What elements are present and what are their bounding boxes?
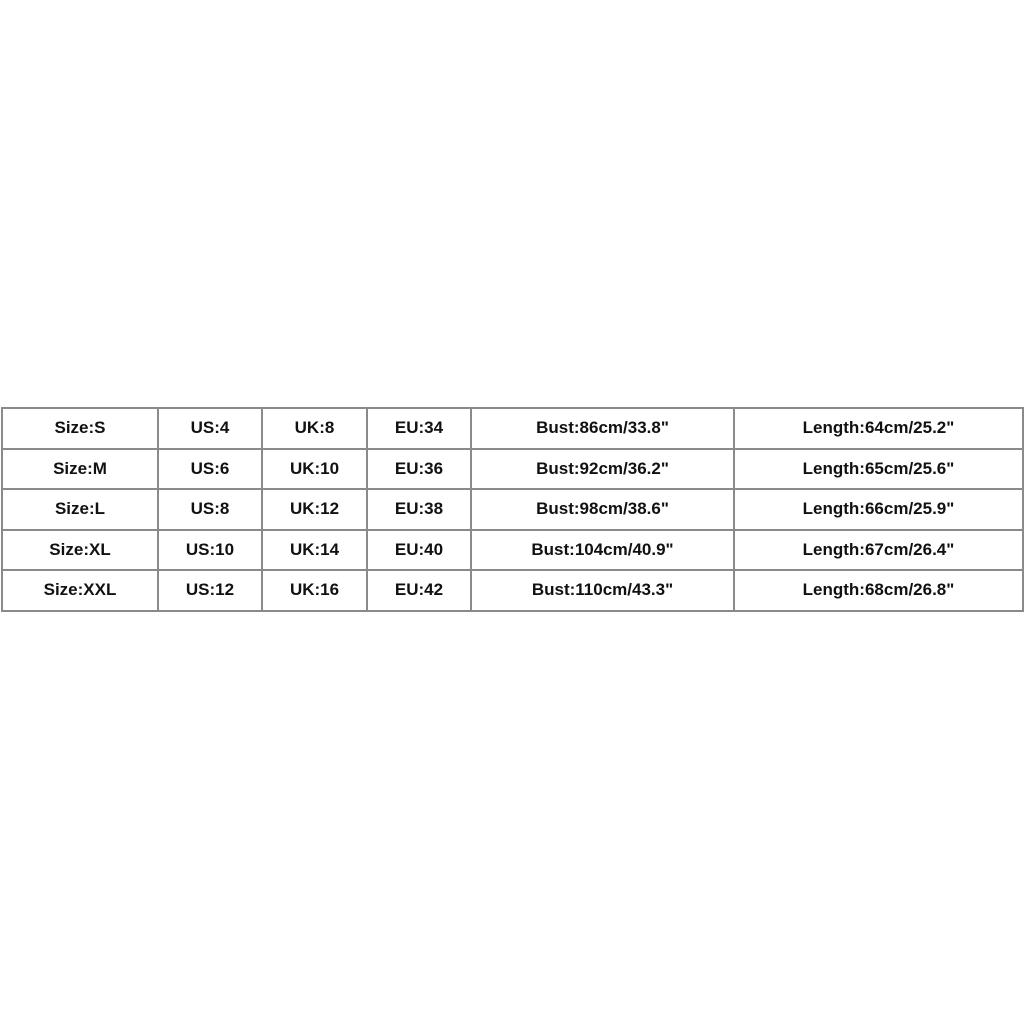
table-row: Size:S US:4 UK:8 EU:34 Bust:86cm/33.8" Length… <box>1 407 1024 450</box>
length-cell: Length:66cm/25.9" <box>733 488 1024 531</box>
uk-size-cell: UK:8 <box>261 407 368 450</box>
eu-size-cell: EU:42 <box>366 569 472 612</box>
uk-size-cell: UK:12 <box>261 488 368 531</box>
eu-size-cell: EU:36 <box>366 447 472 490</box>
size-cell: Size:L <box>1 488 159 531</box>
table-row: Size:XL US:10 UK:14 EU:40 Bust:104cm/40.9" Le… <box>1 528 1024 571</box>
length-cell: Length:68cm/26.8" <box>733 569 1024 612</box>
bust-cell: Bust:86cm/33.8" <box>470 407 735 450</box>
size-chart-table: Size:S US:4 UK:8 EU:34 Bust:86cm/33.8" Length… <box>1 407 1024 612</box>
us-size-cell: US:8 <box>157 488 263 531</box>
table-row: Size:M US:6 UK:10 EU:36 Bust:92cm/36.2" Lengt… <box>1 447 1024 490</box>
size-cell: Size:S <box>1 407 159 450</box>
bust-cell: Bust:98cm/38.6" <box>470 488 735 531</box>
length-cell: Length:64cm/25.2" <box>733 407 1024 450</box>
us-size-cell: US:10 <box>157 528 263 571</box>
length-cell: Length:67cm/26.4" <box>733 528 1024 571</box>
size-cell: Size:M <box>1 447 159 490</box>
uk-size-cell: UK:16 <box>261 569 368 612</box>
bust-cell: Bust:92cm/36.2" <box>470 447 735 490</box>
table-row: Size:XXL US:12 UK:16 EU:42 Bust:110cm/43.3" L… <box>1 569 1024 612</box>
us-size-cell: US:6 <box>157 447 263 490</box>
uk-size-cell: UK:14 <box>261 528 368 571</box>
size-cell: Size:XXL <box>1 569 159 612</box>
us-size-cell: US:12 <box>157 569 263 612</box>
eu-size-cell: EU:34 <box>366 407 472 450</box>
size-cell: Size:XL <box>1 528 159 571</box>
uk-size-cell: UK:10 <box>261 447 368 490</box>
table-row: Size:L US:8 UK:12 EU:38 Bust:98cm/38.6" Lengt… <box>1 488 1024 531</box>
bust-cell: Bust:104cm/40.9" <box>470 528 735 571</box>
eu-size-cell: EU:38 <box>366 488 472 531</box>
bust-cell: Bust:110cm/43.3" <box>470 569 735 612</box>
length-cell: Length:65cm/25.6" <box>733 447 1024 490</box>
us-size-cell: US:4 <box>157 407 263 450</box>
eu-size-cell: EU:40 <box>366 528 472 571</box>
